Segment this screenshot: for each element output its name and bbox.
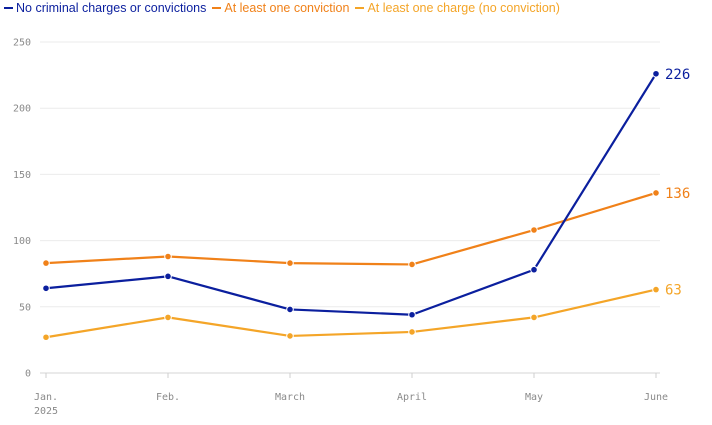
data-point xyxy=(286,305,294,314)
data-point xyxy=(652,189,660,197)
legend-item-no-charges: No criminal charges or convictions xyxy=(4,1,206,15)
data-point xyxy=(42,333,50,342)
x-tick-label: May xyxy=(525,392,543,403)
x-tick-label: Feb. xyxy=(156,392,180,403)
data-point xyxy=(286,259,294,267)
data-point xyxy=(530,313,538,322)
x-tick-year-label: 2025 xyxy=(34,406,58,417)
legend-label-charge: At least one charge (no conviction) xyxy=(367,1,560,15)
data-point xyxy=(164,252,172,261)
legend-swatch-charge xyxy=(355,7,365,9)
data-point xyxy=(42,259,50,267)
data-point xyxy=(408,260,416,269)
data-point xyxy=(530,226,538,234)
y-tick-label: 100 xyxy=(13,236,31,247)
legend-label-no-charges: No criminal charges or convictions xyxy=(16,1,207,15)
x-tick-label: June xyxy=(644,392,668,403)
data-point xyxy=(164,313,172,322)
data-point xyxy=(652,285,660,294)
data-point xyxy=(408,310,416,319)
x-tick-label: Jan. xyxy=(34,392,58,403)
series-line xyxy=(44,72,658,316)
legend-item-conviction: At least one conviction xyxy=(212,1,349,15)
series-line xyxy=(44,191,658,266)
y-tick-label: 150 xyxy=(13,170,31,181)
data-point xyxy=(652,69,660,78)
chart-legend: No criminal charges or convictions At le… xyxy=(4,0,566,16)
series-end-label: 136 xyxy=(665,186,690,202)
series-line xyxy=(44,288,658,339)
series-end-label: 63 xyxy=(665,283,682,299)
x-tick-label: March xyxy=(275,392,305,403)
data-point xyxy=(42,284,50,293)
legend-swatch-conviction xyxy=(212,7,222,9)
y-tick-label: 250 xyxy=(13,38,31,49)
y-tick-label: 50 xyxy=(19,302,31,313)
data-point xyxy=(164,272,172,281)
y-tick-label: 0 xyxy=(25,369,31,380)
legend-label-conviction: At least one conviction xyxy=(224,1,350,15)
data-point xyxy=(530,265,538,274)
y-tick-label: 200 xyxy=(13,104,31,115)
legend-item-charge: At least one charge (no conviction) xyxy=(355,1,560,15)
data-point xyxy=(286,332,294,340)
data-point xyxy=(408,328,416,336)
series-end-label: 226 xyxy=(665,67,690,83)
legend-swatch-no-charges xyxy=(4,7,13,9)
x-tick-label: April xyxy=(397,392,427,403)
